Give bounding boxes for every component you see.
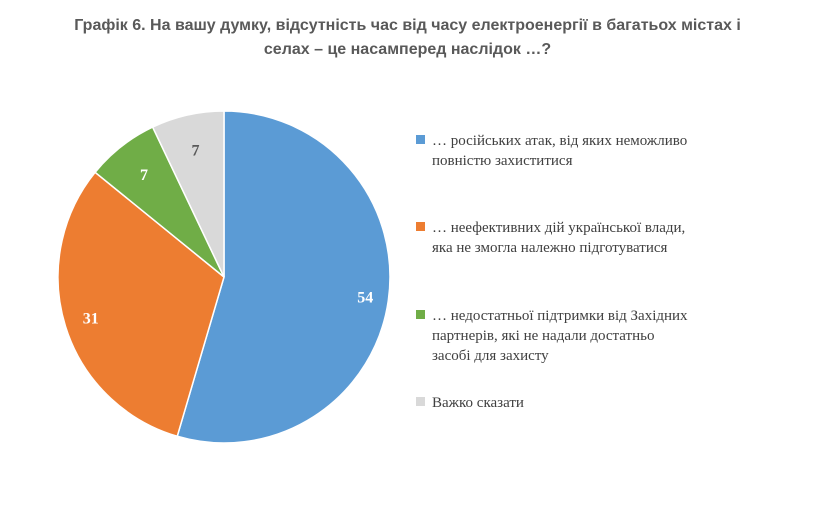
legend-swatch-4 (416, 397, 425, 406)
legend-swatch-2 (416, 222, 425, 231)
legend-item-4: Важко сказати (416, 395, 524, 411)
pie-slice-2 (57, 171, 225, 438)
data-label-3: 7 (140, 167, 148, 184)
chart-title-line-2: селах – це насамперед наслідок …? (263, 41, 552, 58)
legend-label-3: … недостатньої підтримки від Західних пар… (432, 308, 688, 364)
data-label-1: 54 (357, 289, 373, 306)
data-label-4: 7 (192, 143, 200, 160)
legend-swatch-1 (416, 135, 425, 144)
legend-item-3: … недостатньої підтримки від Західних пар… (416, 308, 688, 364)
legend-item-1: … російських атак, від яких неможливо пов… (416, 133, 687, 169)
legend-label-1: … російських атак, від яких неможливо пов… (432, 133, 687, 169)
pie-slice-1 (176, 110, 391, 444)
legend-item-2: … неефективних дій української влади, яка… (416, 220, 685, 256)
data-label-2: 31 (83, 310, 99, 327)
chart-legend: … російських атак, від яких неможливо пов… (416, 133, 688, 411)
pie-slices (57, 110, 391, 444)
chart-title-line-1: Графік 6. На вашу думку, відсутність час… (74, 17, 741, 34)
chart-title: Графік 6. На вашу думку, відсутність час… (0, 14, 815, 62)
pie-slice-4 (151, 110, 225, 278)
legend-swatch-3 (416, 310, 425, 319)
pie-data-labels: 54 31 7 7 (83, 143, 373, 328)
legend-label-2: … неефективних дій української влади, яка… (432, 220, 685, 256)
legend-label-4: Важко сказати (432, 395, 524, 411)
